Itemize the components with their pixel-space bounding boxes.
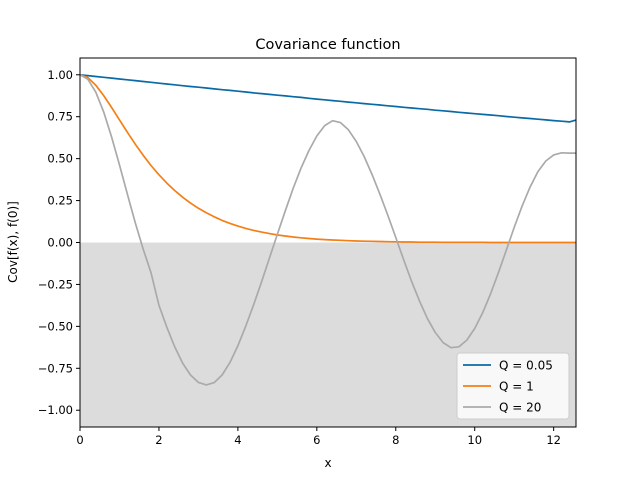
y-tick-label: −1.00 xyxy=(38,403,73,417)
y-tick-label: 0.75 xyxy=(47,110,73,124)
series-line-2 xyxy=(79,73,576,244)
y-tick-label: 0.25 xyxy=(47,194,73,208)
y-tick-label: −0.50 xyxy=(38,319,73,333)
legend: Q = 0.05 Q = 1 Q = 20 xyxy=(456,352,570,420)
x-tick-label: 10 xyxy=(467,433,482,447)
y-axis-label: Cov[f(x), f(0)] xyxy=(6,201,20,283)
legend-box xyxy=(456,352,570,420)
series-line-1 xyxy=(79,73,577,123)
x-tick-label: 4 xyxy=(234,433,241,447)
x-tick-label: 6 xyxy=(313,433,320,447)
series-line-3 xyxy=(79,74,576,386)
x-axis-label: x xyxy=(324,456,331,470)
x-tick-label: 8 xyxy=(392,433,399,447)
x-tick-label: 12 xyxy=(546,433,561,447)
y-tick-label: −0.75 xyxy=(38,361,73,375)
y-tick-label: 1.00 xyxy=(47,68,73,82)
legend-label-1: Q = 0.05 xyxy=(499,359,553,373)
x-tick-label: 2 xyxy=(155,433,162,447)
chart-title: Covariance function xyxy=(255,37,400,53)
y-tick-label: −0.25 xyxy=(38,277,73,291)
legend-label-2: Q = 1 xyxy=(499,380,534,394)
legend-label-3: Q = 20 xyxy=(499,401,541,415)
y-tick-label: 0.50 xyxy=(47,152,73,166)
x-tick-label: 0 xyxy=(76,433,83,447)
plot-area: 0 2 4 6 8 10 12 1.00 0.75 0.50 0.25 0.00 −0.25 −0.50 −… xyxy=(38,57,577,447)
y-tick-label: 0.00 xyxy=(47,236,73,250)
